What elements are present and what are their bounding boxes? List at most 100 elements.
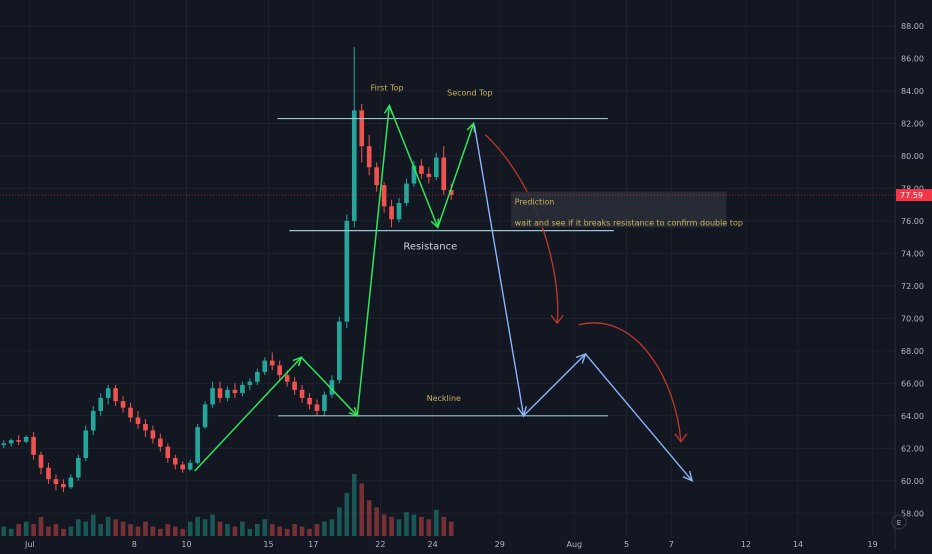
- volume-bar: [217, 521, 223, 536]
- current-price-label: 77.59: [900, 191, 923, 200]
- candle-body: [344, 220, 350, 322]
- x-tick-label: 19: [868, 540, 878, 549]
- candle-body: [269, 360, 275, 366]
- candle-body: [53, 479, 59, 485]
- volume-bar: [329, 519, 335, 536]
- volume-bar: [120, 521, 126, 536]
- x-tick-label: 22: [375, 540, 385, 549]
- candle-body: [61, 484, 66, 488]
- volume-bar: [277, 526, 282, 536]
- candle-body: [419, 165, 424, 174]
- first-top-label: First Top: [371, 84, 404, 93]
- x-tick-label: Aug: [566, 540, 582, 549]
- candle-body: [411, 165, 417, 184]
- prediction-box: [510, 191, 727, 228]
- volume-bar: [359, 483, 365, 536]
- candle-body: [389, 206, 394, 220]
- candle-body: [187, 462, 193, 470]
- candle-body: [1, 443, 7, 446]
- y-tick-label: 66.00: [901, 379, 924, 388]
- pattern-arrow-segment: [300, 356, 358, 417]
- projection-path: [473, 124, 693, 482]
- candle-body: [262, 360, 268, 372]
- volume-bar: [90, 514, 96, 536]
- candle-body: [195, 427, 200, 463]
- prediction-title: Prediction: [515, 197, 555, 206]
- y-tick-label: 72.00: [901, 282, 924, 291]
- candle-body: [83, 430, 89, 459]
- volume-bar: [83, 521, 89, 536]
- volume-bar: [76, 519, 81, 536]
- volume-bar: [158, 528, 163, 536]
- candle-body: [180, 464, 186, 470]
- candle-body: [299, 389, 305, 398]
- candle-body: [76, 458, 81, 478]
- candle-body: [16, 440, 21, 442]
- volume-bar: [53, 524, 59, 536]
- y-tick-label: 82.00: [901, 119, 924, 128]
- red-projection-curve: [485, 134, 559, 324]
- volume-bar: [105, 516, 111, 536]
- volume-bar: [180, 528, 186, 536]
- volume-bar: [269, 524, 275, 536]
- volume-bar: [61, 528, 66, 536]
- y-tick-label: 76.00: [901, 217, 924, 226]
- candle-body: [128, 407, 133, 418]
- projection-arrow-head: [682, 470, 694, 483]
- y-tick-label: 62.00: [901, 444, 924, 453]
- red-projection-curve: [578, 322, 682, 442]
- volume-bar: [404, 512, 409, 536]
- volume-bar: [46, 526, 51, 536]
- candle-body: [314, 404, 320, 411]
- volume-bar: [68, 526, 74, 536]
- volume-bar: [247, 528, 253, 536]
- volume-bar: [419, 516, 424, 536]
- candle-body: [448, 190, 454, 195]
- candle-body: [255, 371, 260, 382]
- volume-bar: [396, 519, 402, 536]
- candle-body: [150, 430, 156, 439]
- volume-bar: [389, 516, 394, 536]
- red-arrow-head: [674, 433, 688, 443]
- candle-body: [277, 365, 282, 376]
- volume-bar: [128, 524, 133, 536]
- candle-body: [68, 477, 74, 488]
- candle-body: [113, 388, 118, 402]
- earnings-badge: [891, 514, 907, 530]
- projection-arrow-head: [575, 352, 587, 364]
- x-tick-label: 10: [181, 540, 191, 549]
- candle-body: [120, 401, 126, 408]
- volume-bar: [314, 524, 320, 536]
- candle-body: [359, 110, 365, 147]
- y-tick-label: 84.00: [901, 87, 924, 96]
- volume-bar: [299, 526, 305, 536]
- candle-body: [374, 167, 379, 186]
- candle-body: [232, 389, 238, 394]
- volume-bar: [113, 519, 118, 536]
- candle-body: [135, 417, 141, 424]
- x-tick-label: 8: [132, 540, 137, 549]
- y-tick-label: 70.00: [901, 314, 924, 323]
- earnings-badge-label: E: [897, 519, 901, 527]
- volume-bar: [284, 528, 290, 536]
- volume-bar: [210, 514, 215, 536]
- candle-body: [404, 183, 409, 204]
- volume-bar: [448, 521, 454, 536]
- volume-bars: [1, 474, 454, 536]
- volume-bar: [255, 524, 260, 536]
- pattern-arrow-head: [466, 121, 476, 133]
- y-tick-label: 80.00: [901, 152, 924, 161]
- x-tick-label: 24: [427, 540, 437, 549]
- pattern-arrow-segment: [194, 356, 302, 472]
- volume-bar: [411, 514, 417, 536]
- x-tick-label: Jul: [24, 540, 35, 549]
- x-tick-label: 17: [308, 540, 318, 549]
- y-tick-label: 60.00: [901, 477, 924, 486]
- pattern-arrow-segment: [356, 105, 391, 416]
- volume-bar: [441, 516, 447, 536]
- volume-bar: [38, 516, 44, 536]
- volume-bar: [307, 528, 312, 536]
- volume-bar: [351, 474, 357, 536]
- prediction-text: wait and see if it breaks resistance to …: [515, 219, 743, 228]
